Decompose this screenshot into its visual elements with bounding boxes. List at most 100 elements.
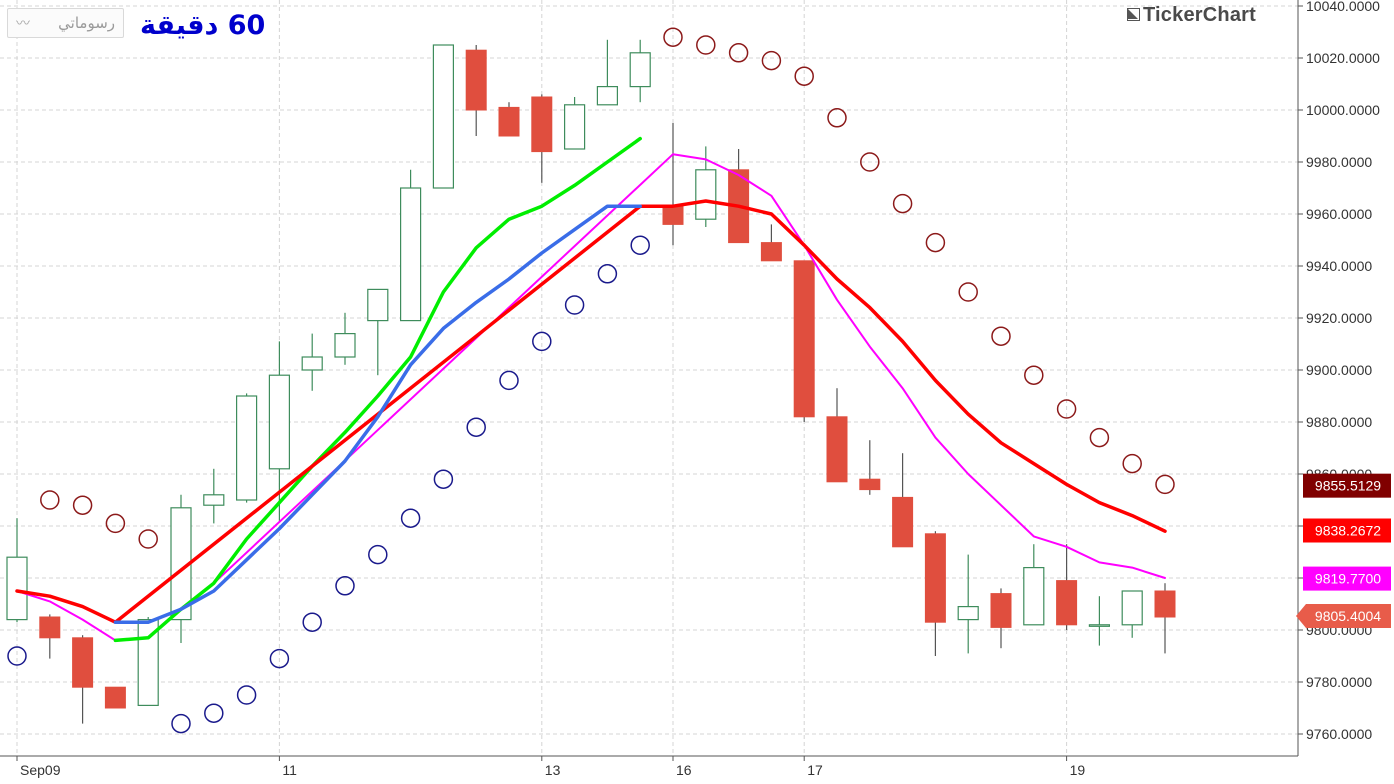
sar-dot-above <box>663 27 683 47</box>
price-tag-label: 9838.2672 <box>1315 523 1381 539</box>
y-tick-label: 9920.0000 <box>1306 310 1372 326</box>
candle-body-up <box>1023 566 1045 626</box>
candle-body-up <box>203 494 225 506</box>
sar-dot-below <box>171 713 191 734</box>
sar-dot-above <box>40 490 60 510</box>
sar-dot-above <box>827 108 847 128</box>
candle-body-up <box>695 169 717 220</box>
sar-dot-above <box>72 495 93 515</box>
sar-dot-above <box>794 66 814 86</box>
y-tick-label: 9760.0000 <box>1306 726 1372 742</box>
candle-body-down <box>531 96 553 153</box>
trendline-icon: 〰 <box>16 16 30 32</box>
sar-dot-below <box>335 576 355 596</box>
x-tick-label: 17 <box>807 762 823 778</box>
candle-body-up <box>432 44 454 189</box>
sar-dot-below <box>630 235 650 255</box>
candle-body-down <box>498 106 520 137</box>
candle-body-down <box>892 496 914 548</box>
sar-dot-above <box>1056 399 1077 419</box>
y-tick-label: 9980.0000 <box>1306 154 1372 170</box>
sar-dot-above <box>860 152 880 172</box>
interval-title: 60 دقيقة <box>140 10 266 41</box>
x-tick-label: 19 <box>1070 762 1086 778</box>
sar-dot-above <box>925 232 946 253</box>
indicator-line <box>15 199 1167 624</box>
candle-body-down <box>990 593 1012 628</box>
candle-body-down <box>826 416 848 483</box>
indicator-line <box>113 204 642 624</box>
sar-dot-below <box>269 648 290 669</box>
sar-dot-below <box>466 417 486 437</box>
candle-body-up <box>137 618 159 706</box>
candle-body-down <box>72 637 94 688</box>
candle-body-up <box>334 333 356 358</box>
sar-dot-below <box>368 544 388 565</box>
candle-body-down <box>662 205 684 225</box>
sar-dot-above <box>761 50 782 71</box>
x-tick-label: 16 <box>676 762 692 778</box>
y-tick-label: 9880.0000 <box>1306 414 1372 430</box>
y-tick-label: 9940.0000 <box>1306 258 1372 274</box>
sar-dot-below <box>236 685 257 705</box>
candle-body-down <box>793 260 815 418</box>
candle-body-up <box>400 187 422 322</box>
candle-body-down <box>39 616 61 639</box>
y-tick-label: 10020.0000 <box>1306 50 1380 66</box>
sar-dot-above <box>1089 427 1110 448</box>
my-drawings-button[interactable]: 〰 رسوماتي <box>7 8 124 38</box>
sar-dot-below <box>7 646 27 666</box>
my-drawings-label: رسوماتي <box>58 14 115 32</box>
candle-body-up <box>1121 590 1143 626</box>
candle-body-up <box>563 104 586 150</box>
x-tick-label: 11 <box>282 762 297 778</box>
sar-dot-above <box>105 513 126 534</box>
ticker-logo-icon <box>1127 8 1140 21</box>
candle-body-down <box>859 478 881 491</box>
x-tick-label: Sep09 <box>20 762 61 778</box>
price-tag-current <box>1296 603 1391 628</box>
candle-body-up <box>236 395 258 501</box>
price-tag-label: 9805.4004 <box>1315 608 1381 624</box>
sar-dot-below <box>564 295 585 315</box>
sar-dot-below <box>400 508 421 528</box>
candle-body-up <box>596 85 619 106</box>
sar-dot-above <box>1122 453 1142 474</box>
y-tick-label: 9780.0000 <box>1306 674 1372 690</box>
candle-body-down <box>104 686 126 709</box>
y-tick-label: 9960.0000 <box>1306 206 1372 222</box>
sar-dot-below <box>204 703 224 723</box>
sar-dot-above <box>1024 365 1044 385</box>
sar-dot-above <box>696 35 716 55</box>
brand-name: TickerChart <box>1143 4 1256 26</box>
sar-dot-below <box>433 469 454 489</box>
price-tag-label: 9819.7700 <box>1315 571 1381 587</box>
y-tick-label: 9900.0000 <box>1306 362 1372 378</box>
price-tag <box>1303 566 1391 591</box>
brand-logo: TickerChart <box>1127 4 1256 27</box>
candle-body-up <box>6 556 28 621</box>
plot-background <box>0 0 1298 756</box>
sar-dot-below <box>597 264 618 284</box>
candle-body-up <box>268 374 290 470</box>
sar-dot-above <box>892 193 913 214</box>
candle-body-down <box>924 533 946 623</box>
y-tick-label: 10000.0000 <box>1306 102 1380 118</box>
candle-body-up <box>301 356 323 371</box>
sar-dot-below <box>302 612 322 632</box>
price-tag <box>1303 473 1391 498</box>
candle-body-up <box>1088 624 1111 627</box>
y-tick-label: 10040.0000 <box>1306 0 1380 14</box>
sar-dot-above <box>1155 474 1175 495</box>
indicator-line <box>113 136 642 643</box>
candle-body-up <box>957 605 979 621</box>
candle-body-down <box>1056 580 1078 626</box>
x-tick-label: 13 <box>545 762 561 778</box>
sar-dot-above <box>138 529 158 549</box>
sar-dot-above <box>728 43 749 63</box>
candle-body-down <box>465 49 487 111</box>
candle-body-down <box>760 242 782 262</box>
candle-body-down <box>1154 590 1176 618</box>
